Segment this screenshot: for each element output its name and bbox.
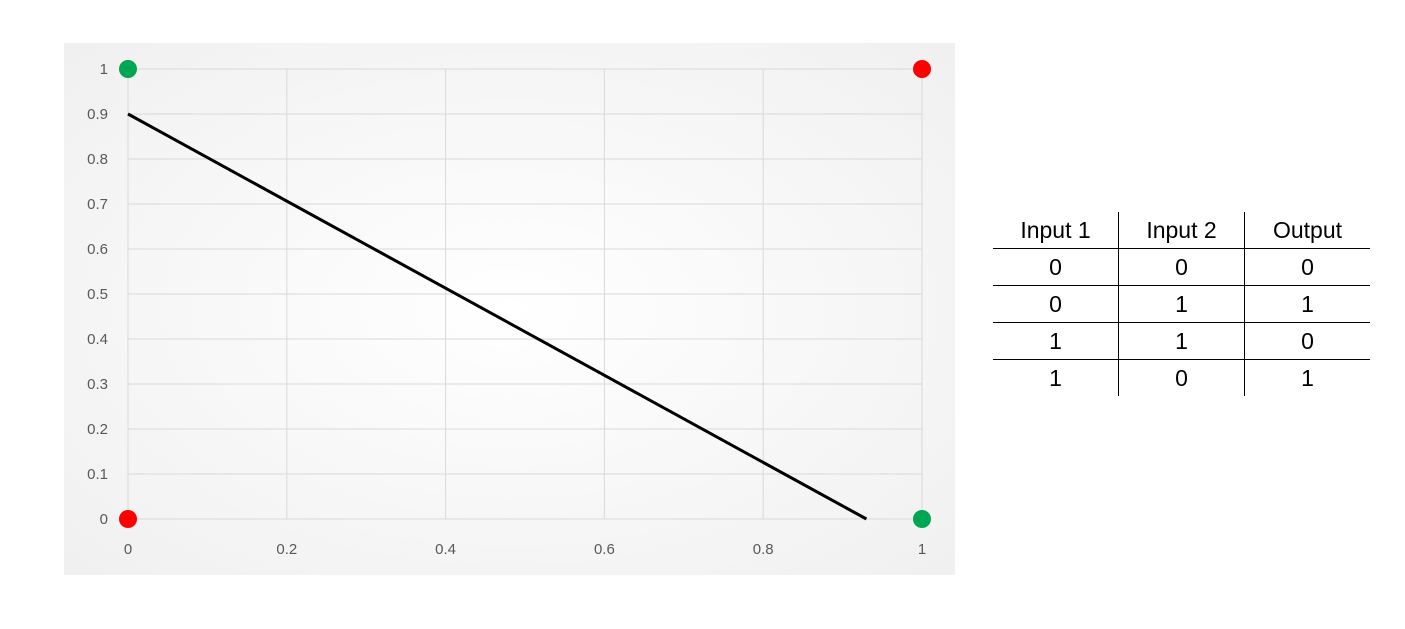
cell-output: 0 (1244, 322, 1370, 360)
line-layer (127, 112, 868, 521)
table-row: 1 0 1 (993, 359, 1370, 396)
decision-line (127, 112, 868, 521)
y-tick-label: 0.2 (87, 421, 108, 438)
tick-labels: 0 0.1 0.2 0.3 0.4 0.5 0.6 0.7 0.8 0.9 1 0 0.2 0.4 0.6 0… (87, 61, 926, 558)
y-tick-label: 0 (100, 511, 108, 528)
cell-input-2: 0 (1118, 248, 1245, 286)
truth-table: Input 1 Input 2 Output 0 0 0 0 1 1 1 1 0… (993, 212, 1370, 396)
cell-input-1: 1 (993, 322, 1119, 360)
x-tick-label: 0 (124, 541, 132, 558)
table-header-row: Input 1 Input 2 Output (993, 212, 1370, 249)
cell-input-1: 1 (1049, 364, 1062, 391)
cell-input-2: 1 (1118, 285, 1245, 323)
cell-output: 0 (1244, 248, 1370, 286)
table-row: 1 1 0 (993, 322, 1370, 360)
points-layer (119, 60, 931, 528)
header-output: Output (1244, 212, 1370, 249)
y-tick-label: 0.8 (87, 151, 108, 168)
y-tick-label: 0.5 (87, 286, 108, 303)
header-input-2: Input 2 (1118, 212, 1245, 249)
cell-input-1: 0 (993, 248, 1119, 286)
cell-input-2: 1 (1118, 322, 1245, 360)
y-tick-label: 0.9 (87, 106, 108, 123)
x-tick-label: 1 (918, 541, 926, 558)
data-point (913, 60, 931, 78)
x-tick-label: 0.2 (276, 541, 297, 558)
y-tick-label: 0.7 (87, 196, 108, 213)
y-tick-label: 0.3 (87, 376, 108, 393)
cell-output: 1 (1244, 359, 1370, 396)
y-tick-label: 1 (100, 61, 108, 78)
data-point (119, 60, 137, 78)
table-row: 0 0 0 (993, 248, 1370, 286)
grid (127, 68, 923, 520)
header-input-1: Input 1 (993, 212, 1119, 249)
chart-svg: 0 0.1 0.2 0.3 0.4 0.5 0.6 0.7 0.8 0.9 1 0 0.2 0.4 0.6 0… (64, 43, 955, 575)
cell-output: 1 (1244, 285, 1370, 323)
data-point (119, 510, 137, 528)
x-tick-label: 0.6 (594, 541, 615, 558)
data-point (913, 510, 931, 528)
chart: 0 0.1 0.2 0.3 0.4 0.5 0.6 0.7 0.8 0.9 1 0 0.2 0.4 0.6 0… (64, 43, 955, 575)
x-tick-label: 0.8 (753, 541, 774, 558)
cell-input-2: 0 (1118, 359, 1245, 396)
y-tick-label: 0.1 (87, 466, 108, 483)
table-row: 0 1 1 (993, 285, 1370, 323)
y-tick-label: 0.4 (87, 331, 108, 348)
y-tick-label: 0.6 (87, 241, 108, 258)
cell-input-1: 0 (993, 285, 1119, 323)
x-tick-label: 0.4 (435, 541, 456, 558)
